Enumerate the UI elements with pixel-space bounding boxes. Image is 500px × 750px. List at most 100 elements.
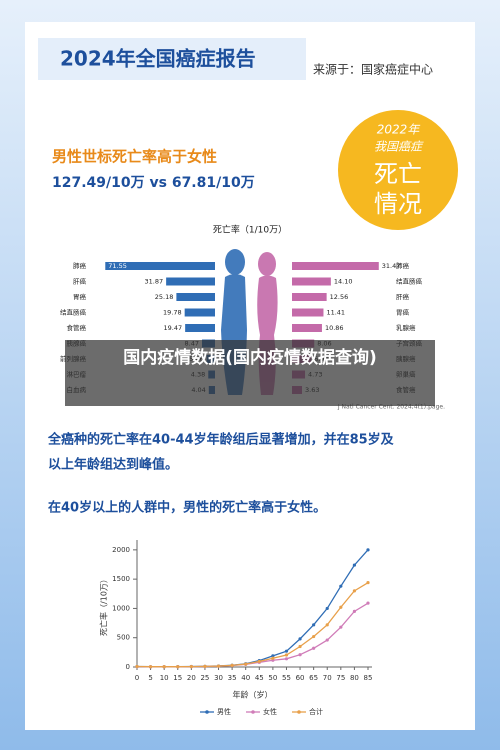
legend-dot — [205, 710, 209, 714]
point — [176, 665, 180, 669]
title-band — [38, 38, 306, 80]
point — [312, 646, 316, 650]
category-label: 肺癌 — [396, 261, 410, 270]
value-label: 71.55 — [108, 262, 127, 270]
legend-dot — [251, 710, 255, 714]
overlay — [65, 340, 435, 406]
x-tick-label: 55 — [282, 674, 291, 682]
point — [284, 649, 289, 653]
point — [339, 625, 343, 629]
x-tick-label: 35 — [228, 674, 237, 682]
value-label: 31.87 — [145, 278, 164, 286]
point — [325, 638, 329, 642]
x-tick-label: 5 — [148, 674, 152, 682]
x-tick-label: 45 — [255, 674, 264, 682]
point — [325, 606, 329, 611]
bar — [176, 293, 215, 301]
bar — [292, 262, 379, 270]
point — [284, 653, 289, 657]
value-label: 25.18 — [155, 293, 174, 301]
point — [162, 665, 166, 669]
category-label: 结直肠癌 — [396, 277, 423, 286]
x-tick-label: 25 — [200, 674, 209, 682]
x-tick-label: 85 — [364, 674, 373, 682]
value-label: 31.47 — [382, 262, 401, 270]
point — [339, 605, 343, 609]
point — [298, 637, 302, 641]
y-tick-label: 1000 — [112, 604, 130, 612]
value-label: 10.86 — [325, 324, 344, 332]
point — [284, 657, 289, 661]
x-tick-label: 70 — [323, 674, 332, 682]
point — [366, 601, 370, 605]
category-label: 胃癌 — [396, 308, 410, 317]
point — [244, 662, 248, 666]
point — [230, 663, 234, 667]
category-label: 结直肠癌 — [60, 308, 87, 317]
point — [352, 563, 357, 567]
point — [339, 584, 343, 588]
chart-title: 死亡率（1/10万） — [213, 224, 287, 236]
category-label: 肝癌 — [396, 292, 410, 301]
point — [148, 665, 153, 669]
x-tick-label: 10 — [160, 674, 169, 682]
x-tick-label: 0 — [135, 674, 139, 682]
value-label: 19.78 — [163, 309, 182, 317]
bar — [185, 324, 215, 332]
badge-line: 我国癌症 — [374, 140, 424, 154]
point — [312, 623, 316, 627]
x-tick-label: 20 — [187, 674, 196, 682]
point — [271, 654, 275, 658]
x-tick-label: 60 — [296, 674, 305, 682]
value-label: 19.47 — [164, 324, 183, 332]
y-tick-label: 1500 — [112, 575, 130, 583]
legend-label: 男性 — [217, 707, 231, 716]
category-label: 乳腺癌 — [396, 323, 416, 332]
x-tick-label: 50 — [268, 674, 277, 682]
point — [189, 664, 193, 669]
point — [298, 644, 302, 649]
x-tick-label: 30 — [214, 674, 223, 682]
badge-line: 情况 — [374, 190, 422, 218]
point — [312, 634, 316, 639]
point — [135, 664, 139, 669]
note: 在40岁以上的人群中，男性的死亡率高于女性。 — [48, 500, 326, 516]
y-axis-label: 死亡率（/10万） — [99, 575, 109, 636]
value-label: 11.41 — [326, 309, 345, 317]
bar — [184, 308, 215, 317]
x-tick-label: 80 — [350, 674, 359, 682]
note: 以上年龄组达到峰值。 — [48, 457, 178, 473]
chart-source: J Natl Cancer Cent. 2024;4(1):page. — [337, 404, 445, 411]
point — [203, 664, 207, 668]
point — [352, 589, 357, 593]
category-label: 肝癌 — [73, 277, 87, 286]
bar — [292, 324, 322, 332]
point — [325, 623, 329, 627]
legend-label: 女性 — [263, 707, 277, 716]
bar — [292, 293, 327, 301]
series-line — [136, 582, 369, 668]
x-tick-label: 75 — [336, 674, 345, 682]
overlay-text: 国内疫情数据(国内疫情数据查询) — [123, 347, 377, 368]
badge — [338, 110, 458, 230]
title: 2024年全国癌症报告 — [60, 47, 256, 71]
category-label: 食管癌 — [67, 323, 87, 332]
y-tick-label: 500 — [117, 634, 130, 642]
bar — [105, 262, 215, 270]
heading: 男性世标死亡率高于女性 — [52, 148, 217, 166]
point — [271, 656, 275, 660]
value-label: 12.56 — [330, 293, 349, 301]
value-label: 14.10 — [334, 278, 353, 286]
point — [298, 653, 302, 657]
category-label: 胃癌 — [73, 292, 87, 301]
bar — [292, 308, 324, 317]
source: 来源于：国家癌症中心 — [313, 62, 433, 77]
y-tick-label: 2000 — [112, 546, 130, 554]
y-tick-label: 0 — [126, 663, 130, 671]
legend-dot — [297, 710, 301, 714]
bar — [166, 277, 215, 286]
legend-label: 合计 — [309, 707, 323, 716]
bar — [292, 277, 331, 286]
point — [216, 664, 221, 668]
